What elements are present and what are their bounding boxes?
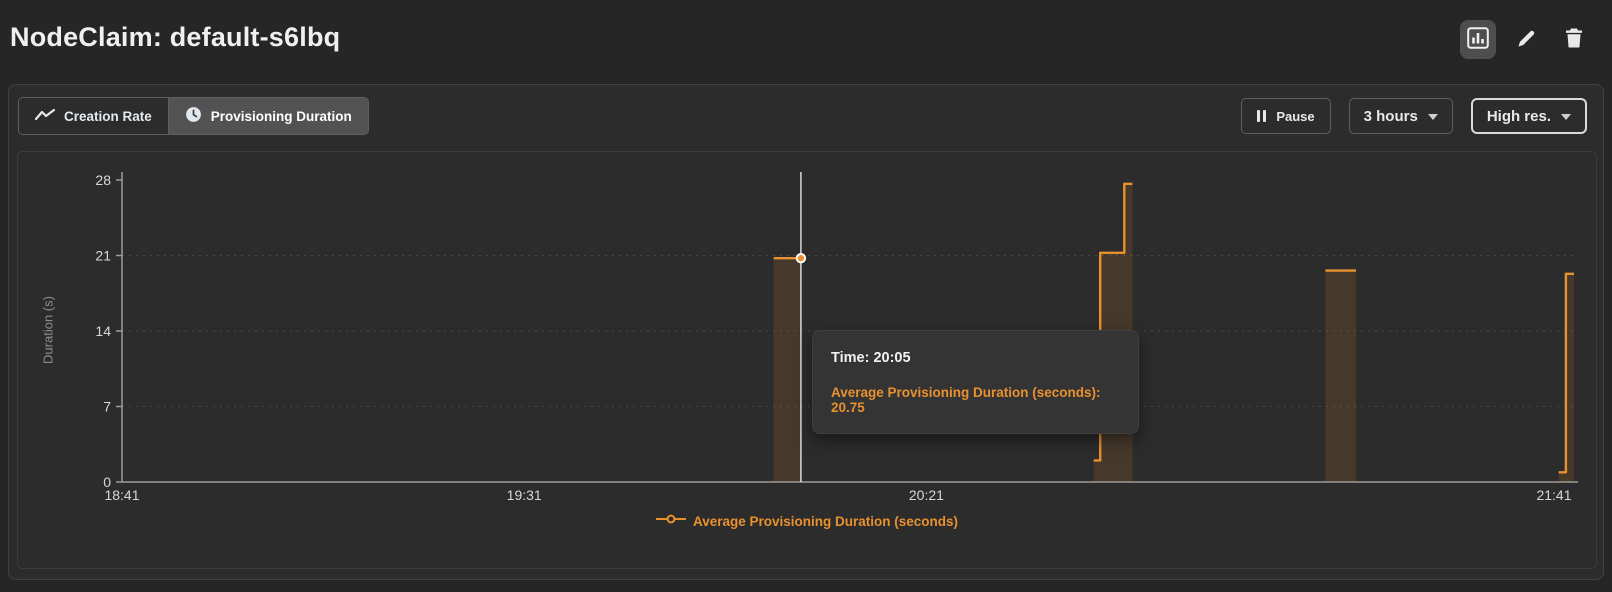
svg-text:14: 14 <box>95 323 111 339</box>
chevron-down-icon <box>1561 114 1571 120</box>
pause-button[interactable]: Pause <box>1241 98 1331 134</box>
svg-text:20:21: 20:21 <box>909 487 944 503</box>
bar-chart-icon <box>1466 26 1490 53</box>
time-range-value: 3 hours <box>1363 107 1418 125</box>
tab-creation-rate[interactable]: Creation Rate <box>19 98 168 134</box>
pause-icon <box>1257 110 1267 122</box>
svg-text:7: 7 <box>103 399 111 415</box>
tooltip-time: Time: 20:05 <box>831 350 911 366</box>
tab-label: Creation Rate <box>64 108 152 124</box>
svg-text:28: 28 <box>95 172 111 188</box>
clock-icon <box>185 106 202 126</box>
chart-legend: Average Provisioning Duration (seconds) <box>18 512 1596 530</box>
page-title: NodeClaim: default-s6lbq <box>10 22 341 52</box>
resolution-value: High res. <box>1486 107 1551 125</box>
header-actions <box>1460 20 1590 59</box>
chart-view-button[interactable] <box>1460 20 1496 59</box>
trash-icon <box>1564 27 1584 52</box>
line-dot-icon <box>655 512 686 530</box>
svg-text:21: 21 <box>95 248 111 264</box>
legend-item: Average Provisioning Duration (seconds) <box>692 513 959 529</box>
chart-tab-group: Creation Rate Provisioning Duration <box>18 97 369 135</box>
svg-text:21:41: 21:41 <box>1536 487 1571 503</box>
delete-button[interactable] <box>1558 21 1590 58</box>
line-chart-icon <box>34 108 56 125</box>
pause-label: Pause <box>1276 108 1315 124</box>
nodeclaim-metrics-card: Creation Rate Provisioning Duration Paus… <box>8 84 1604 580</box>
resolution-select[interactable]: High res. <box>1470 98 1587 134</box>
chart-controls: Pause 3 hours High res. <box>1241 97 1587 135</box>
time-range-select[interactable]: 3 hours <box>1348 98 1453 134</box>
chevron-down-icon <box>1427 114 1438 120</box>
edit-button[interactable] <box>1510 21 1544 58</box>
tab-label: Provisioning Duration <box>210 108 352 124</box>
tooltip-value: Average Provisioning Duration (seconds):… <box>831 385 1101 415</box>
provisioning-duration-chart[interactable]: 0 7 14 21 28 18:41 19:31 20:21 21:41 <box>18 152 1596 568</box>
pencil-icon <box>1516 27 1538 52</box>
tab-provisioning-duration[interactable]: Provisioning Duration <box>167 98 368 134</box>
chart-panel: Duration (s) 0 7 14 21 28 18:41 19:31 20:21 21:4… <box>17 151 1597 569</box>
chart-tooltip: Time: 20:05 Average Provisioning Duratio… <box>812 330 1139 434</box>
svg-text:19:31: 19:31 <box>507 487 542 503</box>
svg-text:0: 0 <box>103 474 111 490</box>
svg-text:18:41: 18:41 <box>104 487 139 503</box>
